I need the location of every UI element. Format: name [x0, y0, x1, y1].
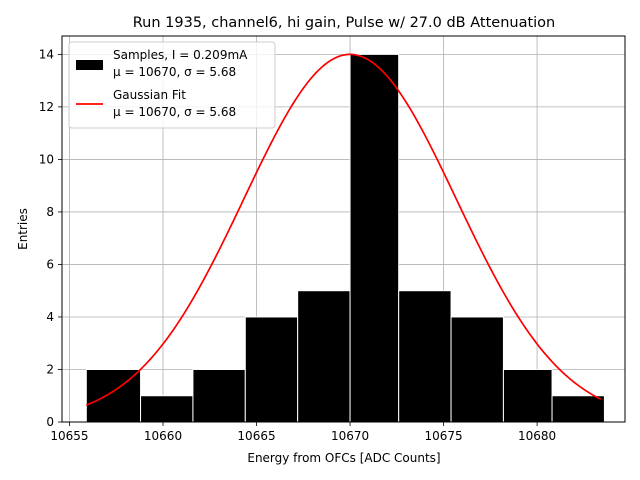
legend-fit-line2: μ = 10670, σ = 5.68 — [113, 105, 236, 119]
x-tick-label-1: 10660 — [144, 429, 182, 443]
legend-box — [68, 41, 276, 129]
x-tick-label-4: 10675 — [424, 429, 462, 443]
histogram-bar-9 — [551, 395, 605, 423]
histogram-bar-2 — [192, 368, 246, 423]
gaussian-fit-curve — [86, 53, 602, 406]
x-tick-label-3: 10670 — [331, 429, 369, 443]
plot-frame — [61, 35, 626, 423]
histogram-bar-4 — [297, 290, 351, 423]
y-tick-label-5: 10 — [39, 152, 54, 166]
y-axis-label: Entries — [16, 208, 30, 250]
legend-samples-line1: Samples, I = 0.209mA — [113, 48, 248, 62]
y-tick-label-6: 12 — [39, 100, 54, 114]
histogram-bar-5 — [349, 53, 400, 423]
chart-title: Run 1935, channel6, hi gain, Pulse w/ 27… — [133, 15, 556, 31]
y-tick-label-7: 14 — [39, 47, 54, 61]
legend: Samples, I = 0.209mA μ = 10670, σ = 5.68… — [68, 41, 276, 129]
x-tick-label-5: 10680 — [518, 429, 556, 443]
legend-samples-line2: μ = 10670, σ = 5.68 — [113, 65, 236, 79]
histogram-bar-6 — [398, 290, 452, 423]
y-tick-label-4: 8 — [46, 205, 54, 219]
legend-swatch-samples — [76, 60, 103, 70]
x-axis-ticks: 10655 10660 10665 10670 10675 10680 — [50, 422, 556, 443]
histogram-bar-3 — [244, 316, 299, 423]
x-tick-label-0: 10655 — [50, 429, 88, 443]
y-tick-label-3: 6 — [46, 257, 54, 271]
y-axis-ticks: 0 2 4 6 8 10 12 14 — [39, 47, 62, 429]
x-tick-label-2: 10665 — [237, 429, 275, 443]
histogram-bars — [85, 53, 605, 423]
histogram-bar-8 — [502, 368, 553, 423]
x-axis-label: Energy from OFCs [ADC Counts] — [247, 451, 440, 465]
histogram-bar-7 — [450, 316, 504, 423]
y-tick-label-0: 0 — [46, 415, 54, 429]
legend-fit-line1: Gaussian Fit — [113, 88, 186, 102]
y-tick-label-2: 4 — [46, 310, 54, 324]
y-tick-label-1: 2 — [46, 362, 54, 376]
histogram-bar-1 — [140, 395, 194, 423]
